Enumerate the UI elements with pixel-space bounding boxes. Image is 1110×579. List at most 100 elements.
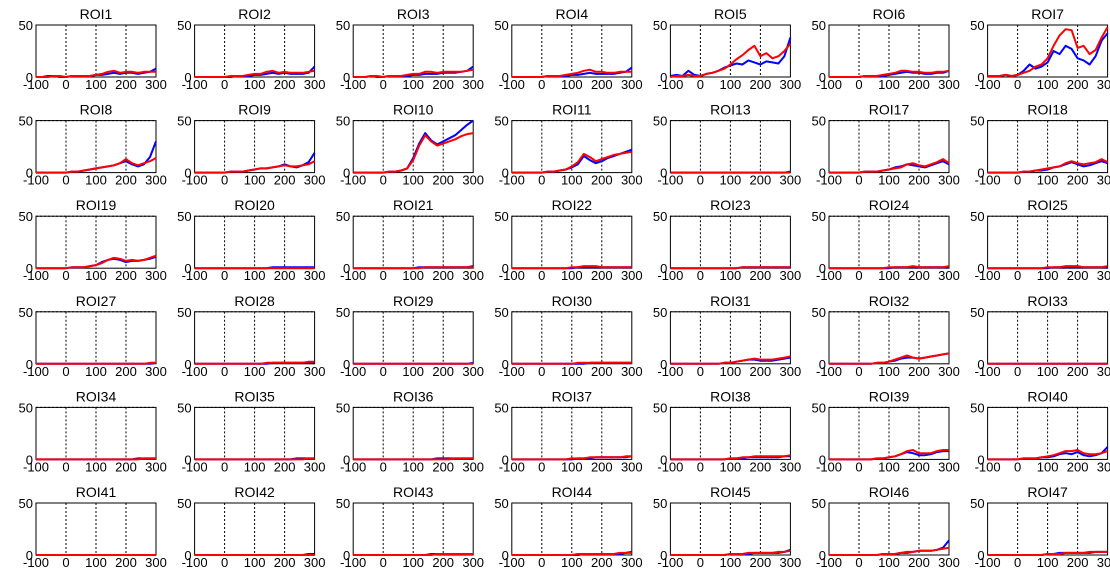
y-tick-label: 0 <box>26 166 33 181</box>
x-tick-label: 200 <box>591 77 613 92</box>
panel-title: ROI34 <box>76 388 117 404</box>
panel-title: ROI23 <box>710 197 751 213</box>
x-tick-label: 100 <box>720 173 742 188</box>
x-tick-label: 300 <box>938 364 960 379</box>
x-tick-label: 300 <box>780 77 802 92</box>
axes-box <box>987 120 1109 174</box>
x-tick-label: 100 <box>561 364 583 379</box>
x-tick-label: 200 <box>432 364 454 379</box>
x-tick-label: 100 <box>720 268 742 283</box>
y-tick-label: 50 <box>653 209 667 224</box>
y-tick-label: 50 <box>494 496 508 511</box>
y-tick-label: 50 <box>177 114 191 129</box>
x-tick-label: 0 <box>380 268 387 283</box>
y-tick-label: 0 <box>977 166 984 181</box>
series-line-red <box>829 449 949 461</box>
y-tick-label: 50 <box>653 305 667 320</box>
series-line-red <box>987 265 1108 270</box>
x-tick-label: 300 <box>145 268 167 283</box>
x-tick-label: 0 <box>380 364 387 379</box>
x-tick-label: 200 <box>750 555 772 570</box>
panel-title: ROI45 <box>710 484 751 500</box>
series-line-red <box>511 150 632 174</box>
x-tick-label: 300 <box>304 555 326 570</box>
x-tick-label: 0 <box>1014 459 1021 474</box>
x-tick-label: 200 <box>274 555 296 570</box>
panel-title: ROI20 <box>234 197 275 213</box>
x-tick-label: 100 <box>402 268 424 283</box>
x-tick-label: 100 <box>85 77 107 92</box>
series-line-red <box>987 26 1109 77</box>
panel-title: ROI36 <box>393 388 434 404</box>
x-tick-label: -100 <box>340 364 366 379</box>
x-tick-label: 300 <box>780 364 802 379</box>
x-tick-label: 300 <box>145 459 167 474</box>
x-tick-label: 200 <box>1067 555 1089 570</box>
x-tick-label: 100 <box>561 173 583 188</box>
x-tick-label: 100 <box>402 555 424 570</box>
y-tick-label: 50 <box>970 400 984 415</box>
x-tick-label: 200 <box>908 268 930 283</box>
panel-title: ROI47 <box>1027 484 1068 500</box>
x-tick-label: 100 <box>720 77 742 92</box>
y-tick-label: 0 <box>343 452 350 467</box>
x-tick-label: 0 <box>380 173 387 188</box>
x-tick-label: 0 <box>538 459 545 474</box>
x-tick-label: -100 <box>657 173 683 188</box>
series-line-red <box>194 69 315 78</box>
x-tick-label: -100 <box>182 173 208 188</box>
x-tick-label: 0 <box>380 555 387 570</box>
y-tick-label: 50 <box>19 209 33 224</box>
x-tick-label: 0 <box>62 173 69 188</box>
x-tick-label: -100 <box>340 173 366 188</box>
x-tick-label: 100 <box>244 555 266 570</box>
series-line-red <box>829 352 950 365</box>
y-tick-label: 50 <box>336 18 350 33</box>
x-tick-label: 200 <box>274 459 296 474</box>
x-tick-label: 300 <box>621 268 643 283</box>
x-tick-label: 200 <box>750 77 772 92</box>
y-tick-label: 50 <box>336 209 350 224</box>
x-tick-label: -100 <box>816 364 842 379</box>
x-tick-label: 100 <box>878 173 900 188</box>
y-tick-label: 0 <box>184 261 191 276</box>
x-tick-label: 200 <box>591 364 613 379</box>
series-line-blue <box>36 255 157 270</box>
series-line-red <box>829 158 950 174</box>
x-tick-label: 300 <box>780 173 802 188</box>
panel-title: ROI39 <box>869 388 910 404</box>
x-tick-label: 200 <box>908 364 930 379</box>
x-tick-label: -100 <box>23 268 49 283</box>
panel-title: ROI30 <box>552 293 593 309</box>
panel-title: ROI10 <box>393 102 434 118</box>
x-tick-label: 200 <box>432 459 454 474</box>
panel-title: ROI13 <box>710 102 751 118</box>
x-tick-label: 100 <box>244 459 266 474</box>
x-tick-label: 300 <box>1097 77 1110 92</box>
x-tick-label: 0 <box>62 555 69 570</box>
x-tick-label: 0 <box>221 364 228 379</box>
y-tick-label: 0 <box>184 166 191 181</box>
y-tick-label: 0 <box>26 70 33 85</box>
x-tick-label: 100 <box>878 268 900 283</box>
x-tick-label: 200 <box>115 459 137 474</box>
x-tick-label: 200 <box>115 555 137 570</box>
y-tick-label: 50 <box>19 496 33 511</box>
y-tick-label: 50 <box>177 496 191 511</box>
panel-title: ROI44 <box>552 484 593 500</box>
x-tick-label: 300 <box>304 173 326 188</box>
panel-title: ROI25 <box>1027 197 1068 213</box>
y-tick-label: 50 <box>177 305 191 320</box>
x-tick-label: 300 <box>1097 173 1110 188</box>
x-tick-label: -100 <box>975 364 1001 379</box>
y-tick-label: 0 <box>502 548 509 563</box>
